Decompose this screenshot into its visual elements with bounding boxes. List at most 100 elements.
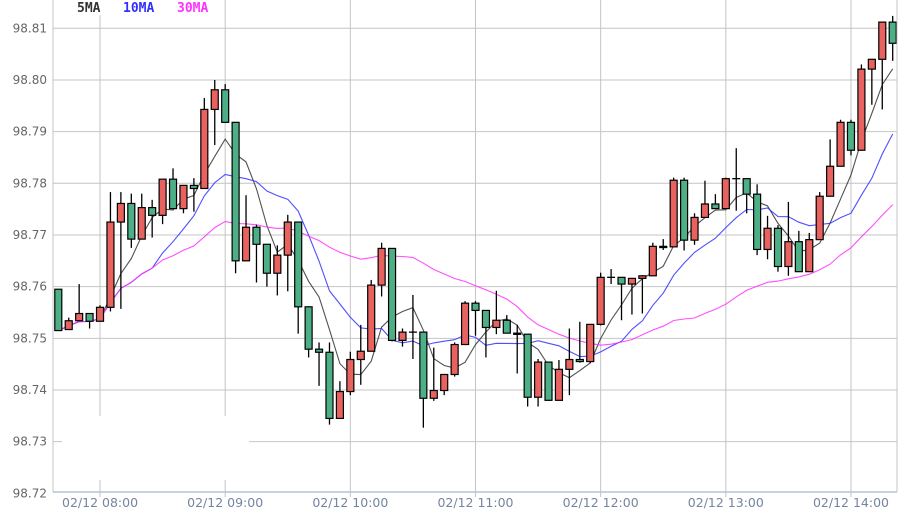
candle-body-up	[273, 254, 282, 274]
candle	[189, 178, 198, 212]
candles	[54, 15, 897, 428]
candle	[106, 192, 115, 312]
candle-body-down	[85, 312, 94, 322]
candle-body-up	[200, 108, 209, 190]
candle	[575, 321, 584, 363]
candle	[659, 239, 668, 250]
y-tick-label: 98.79	[13, 125, 47, 139]
candle-body-down	[148, 206, 157, 216]
candle-body-down	[773, 227, 783, 268]
candle-body-down	[523, 333, 532, 398]
candle-body-up	[210, 89, 219, 111]
y-tick-label: 98.73	[13, 435, 47, 449]
candle	[638, 275, 647, 314]
candle-body-up	[700, 203, 710, 219]
y-tick-label: 98.81	[13, 21, 47, 35]
candle-body-down	[231, 121, 240, 262]
candle-body-down	[617, 276, 626, 285]
candle	[325, 342, 334, 425]
candle	[95, 305, 105, 322]
candle-body-up	[492, 319, 501, 329]
legend-10ma: 10MA	[123, 1, 154, 16]
candle	[481, 309, 491, 358]
candle-body-up	[878, 21, 887, 60]
candle-body-up	[638, 275, 647, 279]
candle-body-down	[659, 245, 668, 249]
candle	[763, 215, 772, 260]
candle	[711, 194, 720, 210]
y-tick-label: 98.75	[13, 331, 47, 345]
blank-overlay	[62, 416, 249, 480]
candle	[85, 312, 94, 329]
candle-body-up	[346, 358, 355, 393]
candle-body-up	[460, 302, 470, 346]
candle-body-up	[721, 178, 730, 210]
candle-body-down	[54, 288, 63, 332]
candle	[273, 245, 282, 296]
candle-body-down	[419, 331, 428, 399]
candle	[127, 193, 136, 248]
candle-body-down	[471, 302, 480, 312]
candle	[440, 373, 449, 396]
candle	[836, 119, 845, 167]
candle-body-up	[450, 343, 459, 376]
candle-body-up	[867, 58, 876, 70]
candle-body-up	[857, 68, 866, 151]
candle	[241, 195, 251, 262]
candle-body-up	[398, 331, 407, 341]
candle	[721, 177, 730, 210]
candle	[75, 284, 84, 322]
candle-body-up	[106, 221, 115, 308]
candle	[815, 192, 824, 241]
x-tick-label: 02/12 14:00	[813, 495, 889, 510]
candle-body-up	[440, 373, 449, 392]
candle	[398, 328, 407, 347]
candle-body-up	[95, 306, 105, 322]
candle	[669, 177, 678, 248]
candle-body-up	[335, 390, 345, 420]
candle	[648, 242, 657, 277]
candle	[252, 224, 261, 283]
candle-body-up	[627, 277, 637, 285]
candle	[805, 232, 814, 273]
candle	[523, 333, 532, 407]
candle-body-up	[784, 241, 793, 268]
x-tick-label: 02/12 08:00	[62, 495, 138, 510]
candle	[294, 221, 303, 334]
candle-body-up	[241, 226, 251, 262]
candle-body-down	[325, 351, 334, 420]
x-tick-label: 02/12 10:00	[312, 495, 388, 510]
candle	[617, 276, 626, 321]
candle	[513, 324, 522, 374]
candle-body-down	[168, 178, 178, 210]
candle-body-down	[888, 21, 897, 44]
candle	[200, 98, 209, 190]
y-tick-label: 98.76	[13, 280, 47, 294]
candle	[878, 21, 887, 110]
candle-body-up	[533, 361, 543, 398]
candle-body-down	[127, 202, 136, 240]
candle	[533, 358, 543, 407]
candle-body-down	[252, 226, 261, 245]
candle-body-up	[137, 206, 146, 240]
y-tick-label: 98.77	[13, 228, 47, 242]
candle	[210, 79, 219, 146]
candle-body-up	[805, 239, 814, 273]
candle	[753, 184, 762, 256]
legend-30ma: 30MA	[177, 1, 208, 16]
candle	[335, 381, 345, 420]
legend-5ma: 5MA	[77, 1, 101, 16]
candle	[346, 351, 355, 396]
candle	[460, 301, 470, 346]
candle-body-up	[356, 350, 365, 361]
candle	[471, 301, 480, 336]
candle-body-up	[554, 368, 564, 401]
candle	[64, 317, 73, 331]
candle	[168, 168, 178, 210]
candle-body-down	[513, 332, 522, 335]
candle-body-down	[294, 221, 303, 308]
candle	[116, 192, 125, 309]
candle	[179, 184, 188, 214]
candle-body-down	[387, 247, 397, 341]
candle-body-down	[575, 358, 584, 363]
